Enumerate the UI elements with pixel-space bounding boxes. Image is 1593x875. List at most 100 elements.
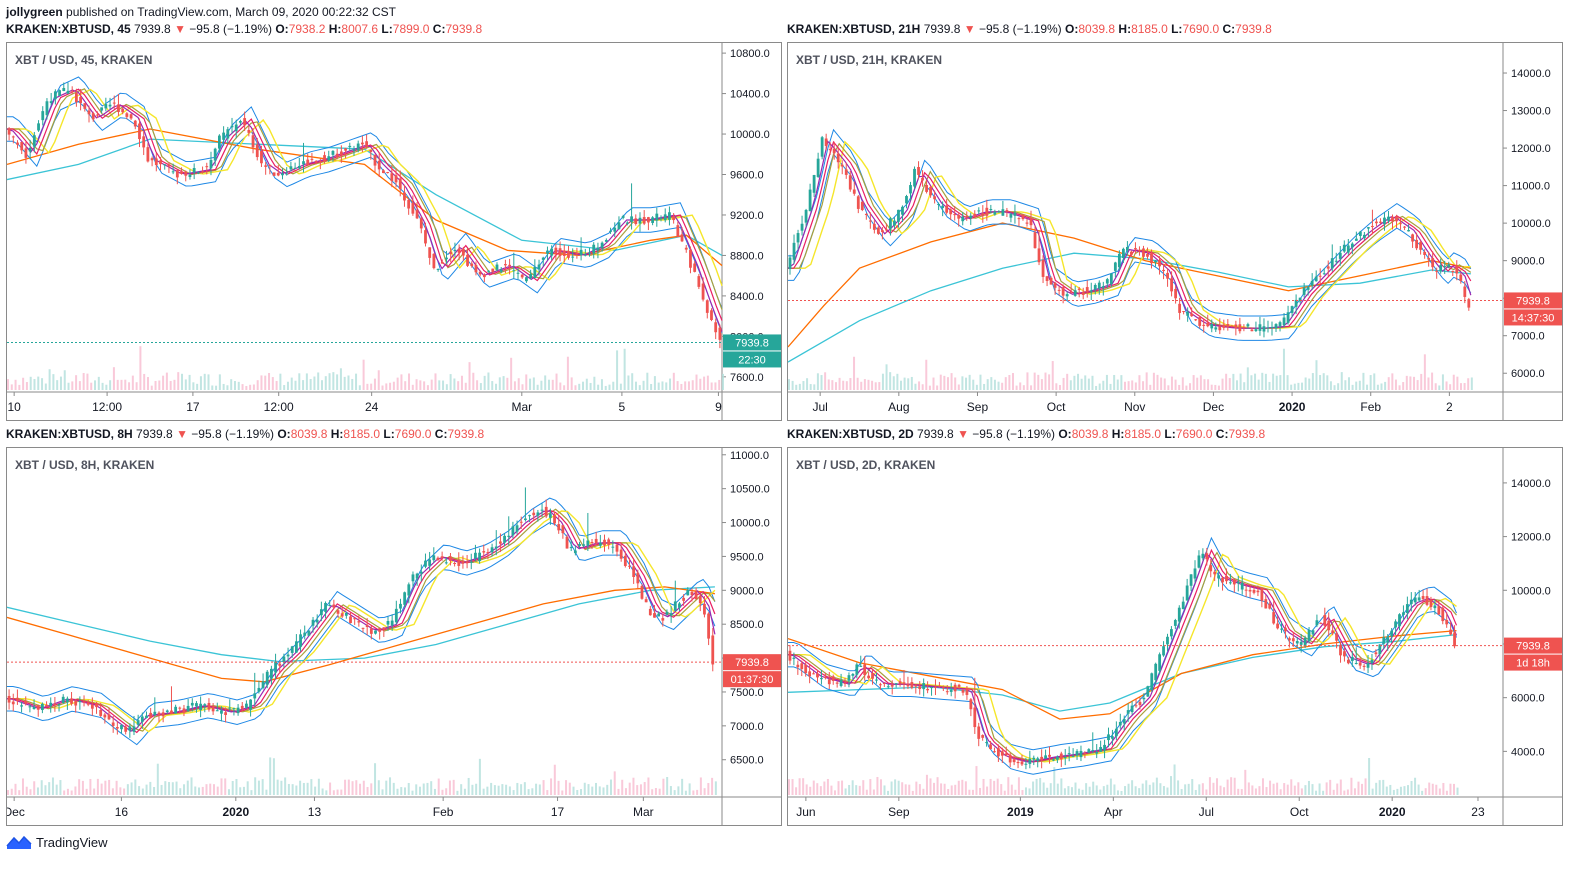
volume-bar	[269, 757, 272, 795]
volume-bar	[302, 782, 305, 795]
candle-body	[554, 247, 558, 254]
chart-svg[interactable]: XBT / USD, 2D, KRAKEN14000.012000.010000…	[788, 448, 1562, 825]
x-tick-label: 2020	[1379, 805, 1406, 819]
volume-bar	[1405, 375, 1408, 390]
volume-bar	[14, 783, 17, 795]
candle-body	[428, 247, 432, 258]
volume-bar	[265, 789, 268, 795]
candle-body	[228, 707, 232, 709]
volume-bar	[510, 357, 513, 390]
volume-bar	[434, 373, 437, 390]
volume-bar	[860, 381, 863, 390]
volume-bar	[1201, 783, 1204, 795]
candle-body	[302, 161, 305, 165]
x-tick-label: 2020	[1279, 400, 1306, 414]
tradingview-footer[interactable]: TradingView	[6, 834, 108, 850]
volume-bar	[1362, 372, 1365, 390]
candle-body	[272, 172, 276, 176]
candle-body	[239, 121, 242, 123]
volume-bar	[529, 378, 532, 390]
volume-bar	[452, 779, 455, 795]
candle-body	[78, 701, 82, 703]
candle-body	[860, 201, 864, 211]
volume-bar	[688, 783, 691, 795]
volume-bar	[933, 782, 936, 795]
volume-bar	[94, 380, 97, 390]
chart-panel-8h[interactable]: XBT / USD, 8H, KRAKEN 11000.0 10500.0 10000…	[6, 447, 782, 826]
candle-body	[1077, 288, 1081, 290]
volume-bar	[669, 378, 672, 390]
volume-bar	[358, 385, 361, 390]
countdown-badge	[723, 351, 781, 368]
volume-bar	[582, 381, 585, 390]
volume-bar	[389, 777, 392, 795]
volume-bar	[971, 789, 974, 795]
chart-svg[interactable]: XBT / USD, 8H, KRAKEN11000.010500.010000…	[7, 448, 781, 825]
candle-body	[663, 214, 667, 221]
volume-bar	[1239, 373, 1242, 390]
x-tick-label: Sep	[967, 400, 989, 414]
candle-body	[112, 102, 116, 104]
volume-bar	[1007, 777, 1010, 795]
volume-bar	[824, 372, 827, 390]
volume-bar	[468, 362, 471, 390]
volume-bar	[1046, 787, 1049, 795]
candle-body	[1459, 274, 1463, 281]
bollinger-upper-line	[7, 76, 723, 309]
volume-bar	[134, 779, 137, 795]
volume-bar	[430, 379, 433, 390]
chart-panel-45[interactable]: XBT / USD, 45, KRAKEN 10800.0 10400.0 10000…	[6, 42, 782, 421]
volume-bar	[979, 787, 982, 795]
candle-body	[394, 175, 398, 183]
candle-body	[79, 96, 83, 103]
volume-bar	[848, 784, 851, 795]
candle-body	[461, 248, 465, 256]
candle-body	[7, 129, 11, 135]
volume-bar	[1364, 778, 1367, 795]
volume-bar	[650, 383, 653, 390]
volume-bar	[842, 380, 845, 390]
candle-body	[24, 700, 28, 704]
candle-body	[1008, 754, 1012, 763]
candle-body	[403, 192, 406, 201]
volume-bar	[505, 784, 508, 795]
volume-bar	[642, 380, 645, 390]
ma-olive-line	[788, 142, 1472, 329]
volume-bar	[403, 787, 406, 795]
candle-body	[1206, 322, 1210, 327]
volume-bar	[67, 382, 70, 390]
volume-bar	[1214, 384, 1217, 390]
chart-svg[interactable]: XBT / USD, 45, KRAKEN 10800.010400.010000…	[7, 43, 781, 420]
volume-bar	[482, 788, 485, 795]
candle-body	[665, 611, 669, 615]
ma-pink-line	[7, 509, 716, 734]
volume-bar	[1208, 777, 1211, 795]
volume-bar	[44, 383, 47, 390]
volume-bar	[377, 780, 380, 795]
volume-bar	[396, 788, 399, 795]
author-name[interactable]: jollygreen	[6, 5, 63, 19]
candle-body	[901, 206, 904, 215]
candle-body	[96, 114, 99, 116]
chart-panel-2d[interactable]: XBT / USD, 2D, KRAKEN 14000.0 12000.0 10000…	[787, 447, 1563, 826]
volume-bar	[1116, 379, 1119, 390]
volume-bar	[25, 786, 28, 795]
candle-body	[1087, 749, 1091, 753]
chart-svg[interactable]: XBT / USD, 21H, KRAKEN14000.013000.01200…	[788, 43, 1562, 420]
chart-panel-21h[interactable]: XBT / USD, 21H, KRAKEN 14000.0 13000.0 1200…	[787, 42, 1563, 421]
x-tick-label: 10	[7, 400, 21, 414]
ma-long-orange-line	[7, 128, 723, 267]
candle-body	[382, 627, 386, 630]
volume-bar	[467, 777, 470, 795]
volume-bar	[587, 784, 590, 795]
candle-body	[449, 251, 453, 255]
volume-bar	[235, 779, 238, 795]
x-tick-label: 23	[1471, 805, 1485, 819]
candle-body	[1346, 245, 1350, 253]
candle-body	[1409, 599, 1413, 604]
candle-body	[977, 726, 981, 739]
volume-bar	[441, 789, 444, 795]
candle-body	[432, 253, 436, 269]
symbol-name: KRAKEN:XBTUSD, 45	[6, 22, 131, 36]
candle-body	[847, 675, 851, 681]
